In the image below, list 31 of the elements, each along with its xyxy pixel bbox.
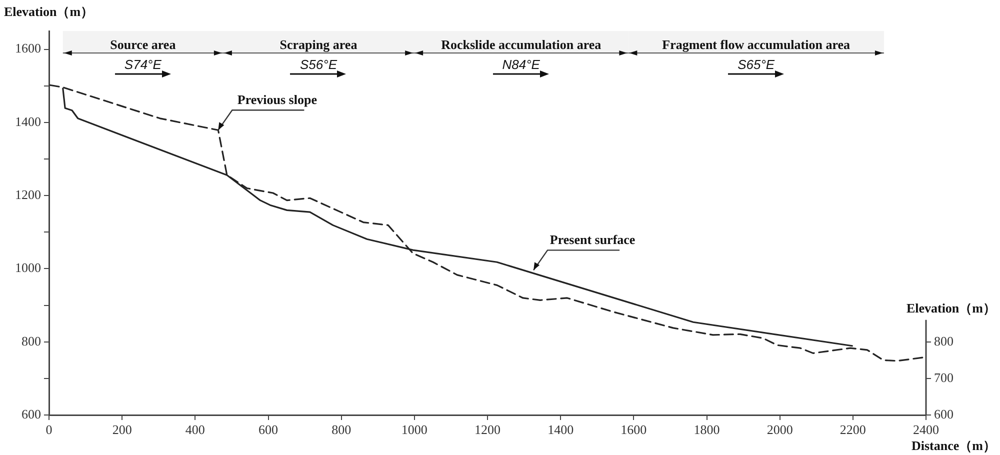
x-tick-label: 800 [332,422,352,438]
x-tick-label: 2000 [766,422,793,438]
x-tick-label: 200 [112,422,132,438]
x-tick-label: 1200 [474,422,500,438]
annotation: Previous slope [237,92,318,107]
band-label: Scraping area S56°E [280,36,358,72]
x-tick-label: 1800 [694,422,720,438]
x-tick-label: 600 [258,422,278,438]
x-tick-label: 1400 [548,422,574,438]
band-label: Rockslide accumulation area N84°E [441,36,602,72]
x-tick-label: 1000 [401,422,428,438]
y-tick-label: 1200 [15,186,41,202]
x-tick-label: 2400 [913,422,939,438]
x-tick-label: 0 [46,422,52,438]
band-label: Fragment flow accumulation area S65°E [662,36,851,72]
x-tick-label: 400 [185,422,205,438]
y-tick-label: 1000 [15,260,41,276]
y2-axis-title: Elevation（m） [906,300,996,316]
x-tick-label: 2200 [840,422,866,438]
band-label: Source area S74°E [110,36,176,72]
x-axis-title: Distance（m） [912,438,996,453]
y2-tick-label: 700 [934,370,954,385]
y2-tick-label: 600 [934,406,954,422]
y-axis-title: Elevation（m） [4,4,94,19]
y-tick-label: 800 [22,333,41,348]
annotation: Present surface [550,232,636,248]
y-tick-label: 1600 [15,40,41,56]
y2-tick-label: 800 [934,333,954,348]
y-tick-label: 1400 [15,114,41,129]
y-tick-label: 600 [22,406,41,422]
x-tick-label: 1600 [620,422,647,438]
